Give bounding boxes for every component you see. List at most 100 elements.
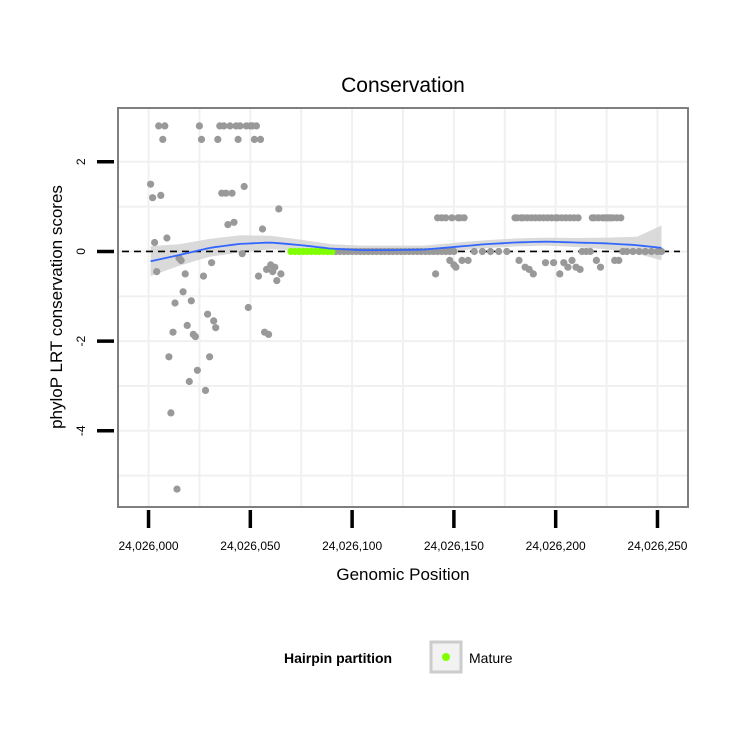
point-other: [256, 135, 265, 143]
point-other: [147, 180, 155, 188]
point-other: [220, 122, 228, 130]
point-other: [657, 247, 666, 256]
point-other: [171, 299, 179, 307]
point-other: [574, 214, 582, 222]
point-other: [185, 377, 193, 386]
legend-label-mature: Mature: [469, 650, 513, 666]
point-other: [181, 270, 189, 278]
point-other: [252, 122, 260, 130]
point-other: [195, 122, 203, 130]
x-tick-label: 24,026,100: [322, 539, 382, 553]
point-other: [503, 247, 511, 256]
point-other: [187, 297, 195, 305]
point-other: [167, 409, 175, 417]
point-other: [169, 328, 177, 336]
point-other: [173, 485, 181, 493]
point-other: [197, 135, 206, 143]
point-other: [236, 122, 244, 130]
point-other: [155, 122, 163, 130]
point-other: [515, 256, 523, 264]
point-other: [486, 247, 495, 256]
point-other: [199, 272, 208, 280]
point-other: [564, 263, 572, 271]
point-other: [596, 263, 605, 271]
point-other: [191, 333, 199, 341]
point-other: [183, 321, 191, 329]
x-tick-label: 24,026,150: [424, 539, 484, 553]
y-tick-label: -2: [74, 335, 88, 346]
y-axis-title: phyloP LRT conservation scores: [47, 185, 66, 429]
point-other: [617, 214, 625, 222]
point-other: [556, 270, 564, 278]
point-other: [495, 247, 503, 256]
y-tick-label: 2: [74, 158, 88, 165]
point-other: [159, 135, 167, 143]
point-other: [163, 234, 171, 242]
point-other: [226, 122, 234, 130]
x-axis: 24,026,000 24,026,050 24,026,100 24,026,150…: [119, 510, 688, 553]
x-tick-label: 24,026,250: [627, 539, 687, 553]
point-other: [177, 256, 185, 264]
point-other: [273, 277, 281, 285]
point-other: [275, 205, 283, 213]
point-other: [254, 272, 263, 280]
point-other: [448, 214, 456, 222]
point-other: [222, 189, 230, 197]
point-other: [541, 259, 550, 267]
point-other: [647, 247, 656, 256]
point-other: [592, 256, 601, 264]
point-other: [151, 238, 159, 247]
point-other: [265, 330, 273, 338]
point-other: [550, 259, 558, 267]
point-other: [586, 247, 594, 256]
point-other: [157, 191, 165, 199]
point-other: [442, 214, 450, 222]
x-axis-title: Genomic Position: [336, 565, 469, 584]
point-other: [204, 310, 212, 318]
point-other: [464, 256, 472, 264]
point-other: [179, 288, 187, 296]
point-other: [568, 256, 576, 264]
point-other: [458, 256, 466, 264]
point-other: [635, 247, 643, 256]
point-other: [615, 256, 623, 264]
point-other: [452, 263, 460, 271]
point-other: [210, 317, 218, 325]
point-other: [240, 182, 248, 191]
legend: Hairpin partition Mature: [284, 640, 513, 674]
loess-smooth-line: [150, 240, 662, 263]
x-tick-label: 24,026,200: [526, 539, 586, 553]
point-other: [234, 135, 242, 143]
point-other: [214, 135, 222, 143]
point-other: [277, 270, 285, 278]
point-other: [576, 265, 584, 273]
point-other: [161, 122, 169, 130]
point-other: [258, 225, 267, 233]
point-other: [230, 218, 238, 226]
point-other: [193, 366, 201, 374]
point-other: [228, 189, 236, 197]
chart-title: Conservation: [341, 74, 465, 97]
point-other: [149, 194, 157, 202]
y-tick-label: 0: [74, 248, 88, 255]
y-axis: -4 -2 0 2: [74, 158, 114, 436]
legend-marker-mature: [442, 653, 450, 661]
point-other: [460, 214, 468, 222]
legend-title: Hairpin partition: [284, 650, 392, 666]
point-other: [641, 247, 649, 256]
point-other: [201, 386, 210, 394]
point-other: [470, 247, 478, 256]
point-other: [224, 221, 232, 229]
point-other: [432, 270, 440, 278]
point-other: [208, 259, 216, 267]
points-layer: [147, 122, 666, 493]
point-other: [478, 247, 486, 256]
point-other: [238, 250, 246, 258]
point-other: [153, 268, 161, 276]
point-other: [244, 303, 252, 312]
point-other: [212, 324, 220, 332]
x-tick-label: 24,026,000: [119, 539, 179, 553]
point-other: [271, 263, 279, 271]
point-mature: [328, 247, 336, 256]
